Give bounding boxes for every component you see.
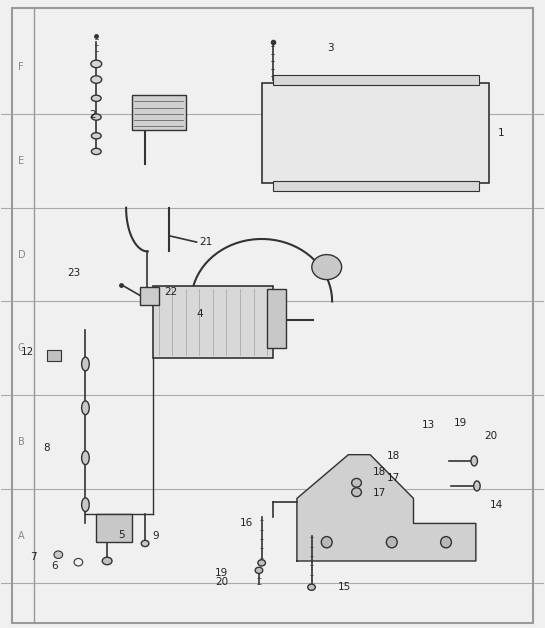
- Text: 3: 3: [326, 43, 334, 53]
- Ellipse shape: [352, 479, 361, 487]
- Ellipse shape: [92, 133, 101, 139]
- Ellipse shape: [92, 95, 101, 102]
- Text: C: C: [17, 344, 25, 354]
- Text: 7: 7: [30, 551, 37, 561]
- FancyBboxPatch shape: [262, 83, 489, 183]
- Text: A: A: [17, 531, 25, 541]
- Ellipse shape: [92, 148, 101, 154]
- Text: B: B: [17, 437, 25, 447]
- Ellipse shape: [82, 357, 89, 371]
- Text: 23: 23: [66, 268, 80, 278]
- Text: E: E: [17, 156, 24, 166]
- Text: 20: 20: [484, 431, 497, 441]
- Text: 17: 17: [373, 489, 386, 499]
- Ellipse shape: [255, 567, 263, 573]
- Text: 18: 18: [373, 467, 386, 477]
- Ellipse shape: [141, 540, 149, 546]
- Polygon shape: [297, 455, 476, 561]
- Ellipse shape: [308, 584, 316, 590]
- Ellipse shape: [54, 551, 63, 558]
- Ellipse shape: [258, 560, 265, 566]
- Text: 2: 2: [90, 110, 96, 120]
- Text: 19: 19: [215, 568, 228, 578]
- Text: 14: 14: [489, 500, 502, 510]
- Text: 9: 9: [152, 531, 159, 541]
- Ellipse shape: [471, 456, 477, 466]
- Bar: [47, 350, 61, 361]
- Ellipse shape: [82, 401, 89, 414]
- Ellipse shape: [91, 76, 102, 84]
- Text: 21: 21: [199, 237, 213, 247]
- Text: F: F: [17, 62, 23, 72]
- Ellipse shape: [386, 536, 397, 548]
- Text: 5: 5: [118, 529, 125, 539]
- Ellipse shape: [322, 536, 332, 548]
- Text: 19: 19: [454, 418, 468, 428]
- Ellipse shape: [91, 60, 102, 68]
- Ellipse shape: [102, 557, 112, 565]
- FancyBboxPatch shape: [131, 95, 186, 129]
- Text: 22: 22: [164, 287, 177, 297]
- Text: 4: 4: [197, 309, 203, 319]
- Ellipse shape: [352, 488, 361, 497]
- Text: 18: 18: [386, 451, 399, 461]
- Text: 20: 20: [215, 577, 228, 587]
- Text: 12: 12: [21, 347, 34, 357]
- Bar: [272, 181, 479, 191]
- Bar: [96, 514, 131, 542]
- Text: 8: 8: [44, 443, 50, 453]
- Text: D: D: [17, 249, 25, 259]
- Ellipse shape: [440, 536, 451, 548]
- Text: 17: 17: [386, 474, 399, 484]
- Ellipse shape: [312, 254, 342, 279]
- Bar: [140, 287, 159, 305]
- Text: 1: 1: [498, 127, 504, 138]
- Ellipse shape: [92, 114, 101, 120]
- Bar: [153, 286, 272, 358]
- Text: 6: 6: [52, 561, 58, 571]
- Ellipse shape: [82, 451, 89, 465]
- Text: 15: 15: [337, 582, 351, 592]
- Text: 16: 16: [240, 519, 253, 528]
- Text: 13: 13: [422, 420, 435, 430]
- Bar: [267, 289, 286, 349]
- Ellipse shape: [474, 481, 480, 491]
- Bar: [272, 75, 479, 85]
- Ellipse shape: [82, 498, 89, 512]
